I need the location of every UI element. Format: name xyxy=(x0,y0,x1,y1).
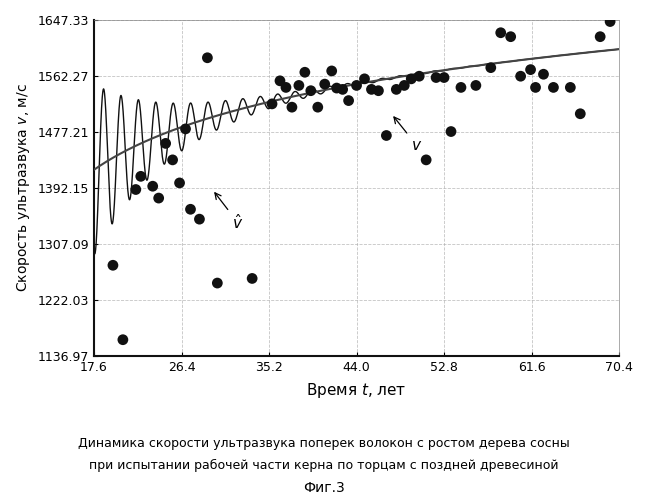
Point xyxy=(575,110,585,118)
Point xyxy=(351,82,362,90)
Point xyxy=(275,77,285,85)
Point xyxy=(338,86,348,94)
Point xyxy=(212,279,222,287)
Point xyxy=(530,84,540,92)
Point xyxy=(161,140,171,147)
Point xyxy=(306,86,316,94)
Point xyxy=(538,70,549,78)
Point xyxy=(373,86,384,94)
Point xyxy=(332,84,342,92)
Point xyxy=(366,86,376,94)
Point xyxy=(194,215,205,223)
Point xyxy=(148,182,158,190)
Point xyxy=(294,82,304,90)
Point xyxy=(108,262,118,270)
Point xyxy=(343,96,354,104)
Point xyxy=(456,84,466,92)
Point xyxy=(595,32,605,40)
Text: Динамика скорости ультразвука поперек волокон с ростом дерева сосны: Динамика скорости ультразвука поперек во… xyxy=(78,438,570,450)
Point xyxy=(414,72,424,80)
Point xyxy=(281,84,291,92)
Point xyxy=(299,68,310,76)
X-axis label: Время $t$, лет: Время $t$, лет xyxy=(307,381,407,400)
Point xyxy=(485,64,496,72)
Point xyxy=(247,274,257,282)
Point xyxy=(515,72,526,80)
Point xyxy=(319,80,330,88)
Point xyxy=(505,32,516,40)
Point xyxy=(360,75,370,83)
Point xyxy=(391,86,402,94)
Point xyxy=(154,194,164,202)
Point xyxy=(286,103,297,111)
Text: $v$: $v$ xyxy=(394,117,422,153)
Point xyxy=(605,18,616,25)
Point xyxy=(431,74,441,82)
Point xyxy=(421,156,432,164)
Point xyxy=(439,74,449,82)
Point xyxy=(131,186,141,194)
Text: Фиг.3: Фиг.3 xyxy=(303,481,345,495)
Point xyxy=(174,179,185,187)
Y-axis label: Скорость ультразвука $v$, м/с: Скорость ультразвука $v$, м/с xyxy=(15,84,32,292)
Point xyxy=(381,132,391,140)
Point xyxy=(180,125,191,133)
Text: $\hat{v}$: $\hat{v}$ xyxy=(215,193,244,232)
Point xyxy=(399,82,410,90)
Point xyxy=(118,336,128,344)
Point xyxy=(526,66,536,74)
Point xyxy=(267,100,277,108)
Point xyxy=(470,82,481,90)
Point xyxy=(446,128,456,136)
Point xyxy=(135,172,146,180)
Point xyxy=(312,103,323,111)
Point xyxy=(185,206,196,214)
Point xyxy=(327,67,337,75)
Point xyxy=(496,28,506,36)
Text: при испытании рабочей части керна по торцам с поздней древесиной: при испытании рабочей части керна по тор… xyxy=(89,459,559,472)
Point xyxy=(406,75,417,83)
Point xyxy=(167,156,178,164)
Point xyxy=(565,84,575,92)
Point xyxy=(202,54,213,62)
Point xyxy=(548,84,559,92)
